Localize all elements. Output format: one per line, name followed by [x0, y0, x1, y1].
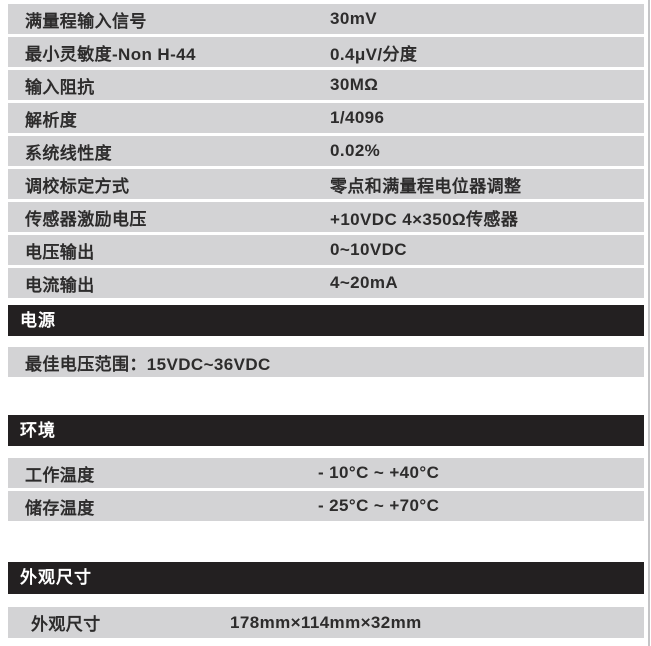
spec-label: 系统线性度 — [25, 143, 112, 163]
spec-label: 外观尺寸 — [31, 615, 101, 634]
spec-label: 解析度 — [25, 110, 78, 130]
dimensions-row: 外观尺寸 178mm×114mm×32mm — [8, 607, 644, 638]
spec-label: 储存温度 — [25, 498, 95, 518]
spec-value: 178mm×114mm×32mm — [230, 612, 422, 632]
page-edge-line — [648, 0, 650, 646]
spec-label: 电压输出 — [25, 242, 95, 262]
section-title: 外观尺寸 — [20, 568, 92, 587]
spec-row: 输入阻抗 30MΩ — [8, 70, 644, 100]
section-header-dimensions: 外观尺寸 — [8, 562, 644, 594]
spec-value: 0.4μV/分度 — [330, 44, 418, 64]
section-title: 电源 — [20, 311, 56, 330]
spec-value: 1/4096 — [330, 108, 385, 127]
spec-value: 30MΩ — [330, 75, 379, 94]
spec-value: +10VDC 4×350Ω传感器 — [330, 209, 519, 229]
spec-label: 工作温度 — [25, 465, 95, 485]
section-title: 环境 — [20, 421, 56, 440]
spec-row: 储存温度 - 25°C ~ +70°C — [8, 491, 644, 521]
spec-row: 传感器激励电压 +10VDC 4×350Ω传感器 — [8, 202, 644, 232]
spec-value: - 25°C ~ +70°C — [318, 496, 440, 515]
power-range-text: 最佳电压范围：15VDC~36VDC — [25, 354, 271, 374]
spec-value: 30mV — [330, 9, 377, 28]
spec-label: 输入阻抗 — [25, 77, 95, 97]
spec-label: 最小灵敏度-Non H-44 — [25, 44, 196, 64]
spec-row: 满量程输入信号 30mV — [8, 4, 644, 34]
spec-table: 满量程输入信号 30mV 最小灵敏度-Non H-44 0.4μV/分度 输入阻… — [8, 4, 644, 298]
spec-row: 调校标定方式 零点和满量程电位器调整 — [8, 169, 644, 199]
power-range-row: 最佳电压范围：15VDC~36VDC — [8, 347, 644, 377]
spec-label: 满量程输入信号 — [25, 11, 147, 31]
spec-label: 调校标定方式 — [25, 176, 130, 196]
spec-value: 0.02% — [330, 141, 381, 160]
spec-label: 电流输出 — [25, 275, 95, 295]
spec-row: 工作温度 - 10°C ~ +40°C — [8, 458, 644, 488]
spec-value: - 10°C ~ +40°C — [318, 463, 440, 482]
spec-row: 最小灵敏度-Non H-44 0.4μV/分度 — [8, 37, 644, 67]
spec-value: 4~20mA — [330, 273, 399, 292]
spec-row: 电压输出 0~10VDC — [8, 235, 644, 265]
environment-table: 工作温度 - 10°C ~ +40°C 储存温度 - 25°C ~ +70°C — [8, 458, 644, 521]
spec-row: 解析度 1/4096 — [8, 103, 644, 133]
datasheet-content: 满量程输入信号 30mV 最小灵敏度-Non H-44 0.4μV/分度 输入阻… — [8, 4, 644, 638]
spec-label: 传感器激励电压 — [25, 209, 147, 229]
section-header-environment: 环境 — [8, 415, 644, 446]
spec-row: 电流输出 4~20mA — [8, 268, 644, 298]
spec-row: 系统线性度 0.02% — [8, 136, 644, 166]
spec-value: 零点和满量程电位器调整 — [330, 176, 522, 196]
spec-value: 0~10VDC — [330, 240, 407, 259]
section-header-power: 电源 — [8, 305, 644, 336]
